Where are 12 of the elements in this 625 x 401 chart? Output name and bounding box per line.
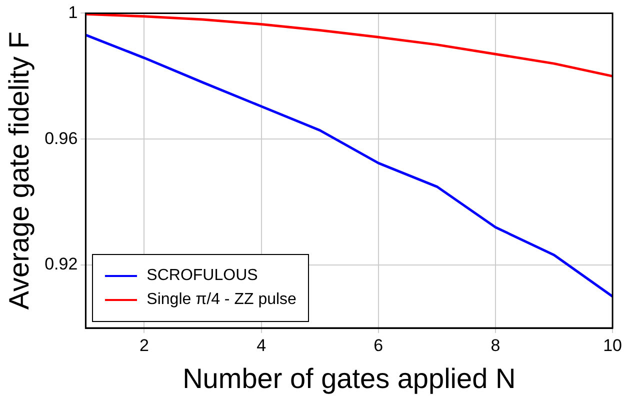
- x-tick-label: 8: [490, 336, 500, 355]
- y-tick-label: 0.92: [44, 254, 78, 274]
- legend-label: Single π/4 - ZZ pulse: [146, 291, 296, 309]
- x-tick-label: 10: [603, 336, 622, 355]
- x-tick-label: 6: [374, 336, 384, 355]
- legend-label: SCROFULOUS: [146, 267, 258, 285]
- y-axis-title: Average gate fidelity F: [4, 32, 35, 310]
- x-tick-label: 2: [139, 336, 149, 355]
- y-tick-label: 1: [68, 2, 78, 22]
- x-tick-label: 4: [256, 336, 266, 355]
- y-tick-label: 0.96: [44, 128, 78, 148]
- x-axis-title: Number of gates applied N: [182, 362, 516, 394]
